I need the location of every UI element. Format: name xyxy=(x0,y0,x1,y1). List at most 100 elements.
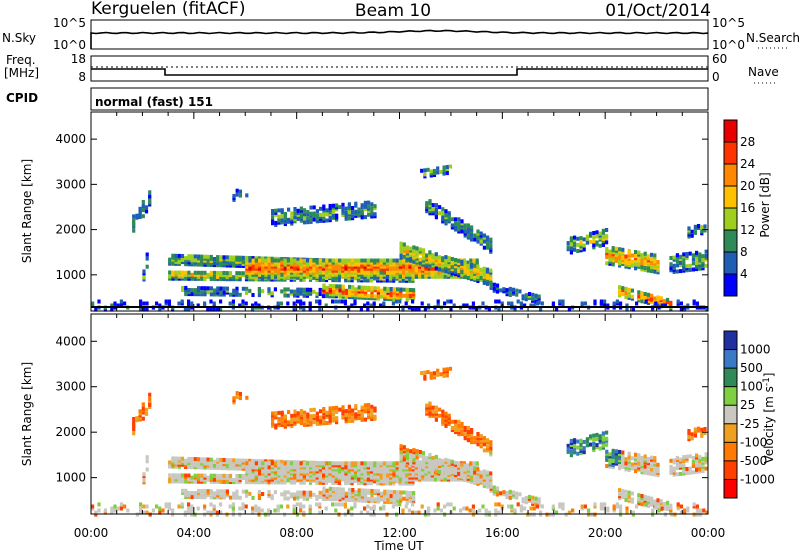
velocity-cell xyxy=(431,405,435,410)
power-cell xyxy=(605,234,609,239)
power-cell xyxy=(322,204,326,209)
velocity-cell xyxy=(364,488,368,493)
velocity-cell xyxy=(540,504,544,509)
power-cell xyxy=(360,285,364,290)
velocity-cell xyxy=(569,441,573,445)
velocity-cell xyxy=(341,413,345,418)
velocity-cell xyxy=(405,456,410,461)
velocity-cell xyxy=(341,461,345,466)
power-cell xyxy=(155,301,159,306)
power-cell xyxy=(367,200,371,205)
velocity-cell xyxy=(611,463,615,468)
power-cell xyxy=(296,287,300,292)
velocity-cell xyxy=(531,499,535,504)
power-cell xyxy=(540,301,544,306)
power-cell xyxy=(402,250,406,255)
power-cell xyxy=(485,281,490,286)
velocity-cell xyxy=(190,461,194,466)
velocity-cell xyxy=(473,466,477,471)
velocity-cell xyxy=(354,412,358,417)
velocity-cell xyxy=(274,461,278,466)
velocity-cell xyxy=(669,464,673,469)
velocity-cell xyxy=(489,440,493,445)
velocity-cell xyxy=(306,420,310,425)
velocity-cell xyxy=(322,473,326,478)
power-cell xyxy=(395,299,399,304)
power-cell xyxy=(193,270,197,275)
power-cell xyxy=(447,262,451,267)
velocity-cell xyxy=(193,457,197,462)
velocity-cell xyxy=(216,489,220,494)
power-cell xyxy=(251,293,255,297)
power-cell xyxy=(322,285,326,290)
velocity-cell xyxy=(241,474,245,478)
power-cell xyxy=(187,290,191,295)
velocity-cell xyxy=(145,467,149,472)
velocity-cell xyxy=(427,469,431,474)
power-cell xyxy=(248,256,252,260)
power-cell xyxy=(363,215,367,220)
power-cell xyxy=(261,266,265,271)
power-cell xyxy=(257,293,261,298)
velocity-cell xyxy=(148,405,152,409)
power-cell xyxy=(286,260,290,265)
power-cell xyxy=(244,301,248,306)
power-cell xyxy=(328,216,332,221)
power-cell xyxy=(441,215,445,220)
nave-tick-top: 60 xyxy=(712,52,727,66)
velocity-cell xyxy=(447,421,451,426)
power-cell xyxy=(414,266,418,271)
velocity-cell xyxy=(309,420,313,425)
power-cell xyxy=(351,285,355,290)
power-cell xyxy=(228,257,233,262)
power-cell xyxy=(672,255,676,260)
power-cell xyxy=(637,294,641,299)
power-cell xyxy=(354,211,358,216)
velocity-cell xyxy=(618,496,622,501)
velocity-cell xyxy=(187,493,191,497)
power-cell xyxy=(582,237,586,242)
power-cell xyxy=(431,207,435,212)
velocity-cell xyxy=(258,465,262,470)
velocity-cell xyxy=(370,469,374,474)
velocity-cell xyxy=(392,465,396,470)
velocity-cell xyxy=(318,475,322,480)
power-cell xyxy=(206,307,210,312)
power-cell xyxy=(302,301,306,306)
velocity-cell xyxy=(254,480,258,485)
velocity-cell xyxy=(274,465,278,470)
velocity-cell xyxy=(325,410,329,415)
velocity-cell xyxy=(370,408,374,413)
velocity-cell xyxy=(373,408,377,413)
velocity-cell xyxy=(270,475,274,480)
power-cell xyxy=(425,205,429,210)
velocity-cell xyxy=(438,407,442,412)
velocity-cell xyxy=(463,436,467,441)
velocity-cell xyxy=(254,459,258,463)
power-cell xyxy=(245,193,249,198)
power-cell xyxy=(376,292,380,297)
power-cell xyxy=(418,266,422,271)
power-cell xyxy=(463,229,467,234)
power-cell xyxy=(532,303,536,308)
velocity-cell xyxy=(576,445,580,450)
power-cell xyxy=(308,301,312,306)
velocity-cell xyxy=(184,495,188,499)
power-cell xyxy=(424,272,428,277)
velocity-cell xyxy=(193,465,197,470)
power-cell xyxy=(180,260,185,265)
power-cell xyxy=(460,268,464,273)
velocity-cell xyxy=(473,436,477,441)
velocity-cell xyxy=(428,463,432,468)
power-cell xyxy=(299,206,303,211)
velocity-cell xyxy=(469,475,474,480)
velocity-cell xyxy=(415,457,419,462)
velocity-cell xyxy=(144,411,149,416)
velocity-cell xyxy=(430,469,434,474)
velocity-cell xyxy=(386,489,390,494)
velocity-cell xyxy=(360,405,364,410)
power-cell xyxy=(531,296,535,301)
velocity-cell xyxy=(283,461,287,466)
power-cell xyxy=(254,260,258,265)
power-cell xyxy=(427,266,431,271)
